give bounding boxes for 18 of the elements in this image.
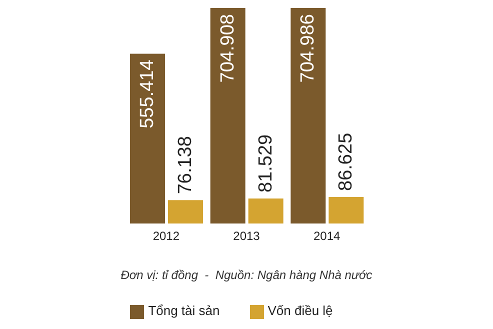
- bar: [210, 8, 246, 224]
- data-label: 86.625: [336, 132, 357, 191]
- bar: [248, 198, 284, 224]
- x-tick-label: 2014: [313, 228, 341, 243]
- data-label: 555.414: [137, 59, 158, 128]
- data-label: 81.529: [255, 134, 276, 193]
- text: Đơn vị: tỉ đồng - Nguồn: Ngân hàng Nhà nước: [120, 268, 374, 282]
- bar: [168, 200, 203, 224]
- x-tick-label: 2013: [233, 228, 260, 243]
- bar: [130, 54, 165, 224]
- bar: [328, 196, 364, 224]
- bar: [290, 8, 326, 224]
- x-tick-label: 2012: [152, 228, 180, 243]
- legend-label: Vốn điều lệ: [268, 303, 333, 318]
- data-label: 704.986: [298, 14, 319, 83]
- data-label: 704.908: [217, 14, 238, 83]
- data-label: 76.138: [175, 136, 196, 194]
- legend-label: Tổng tài sản: [148, 303, 220, 318]
